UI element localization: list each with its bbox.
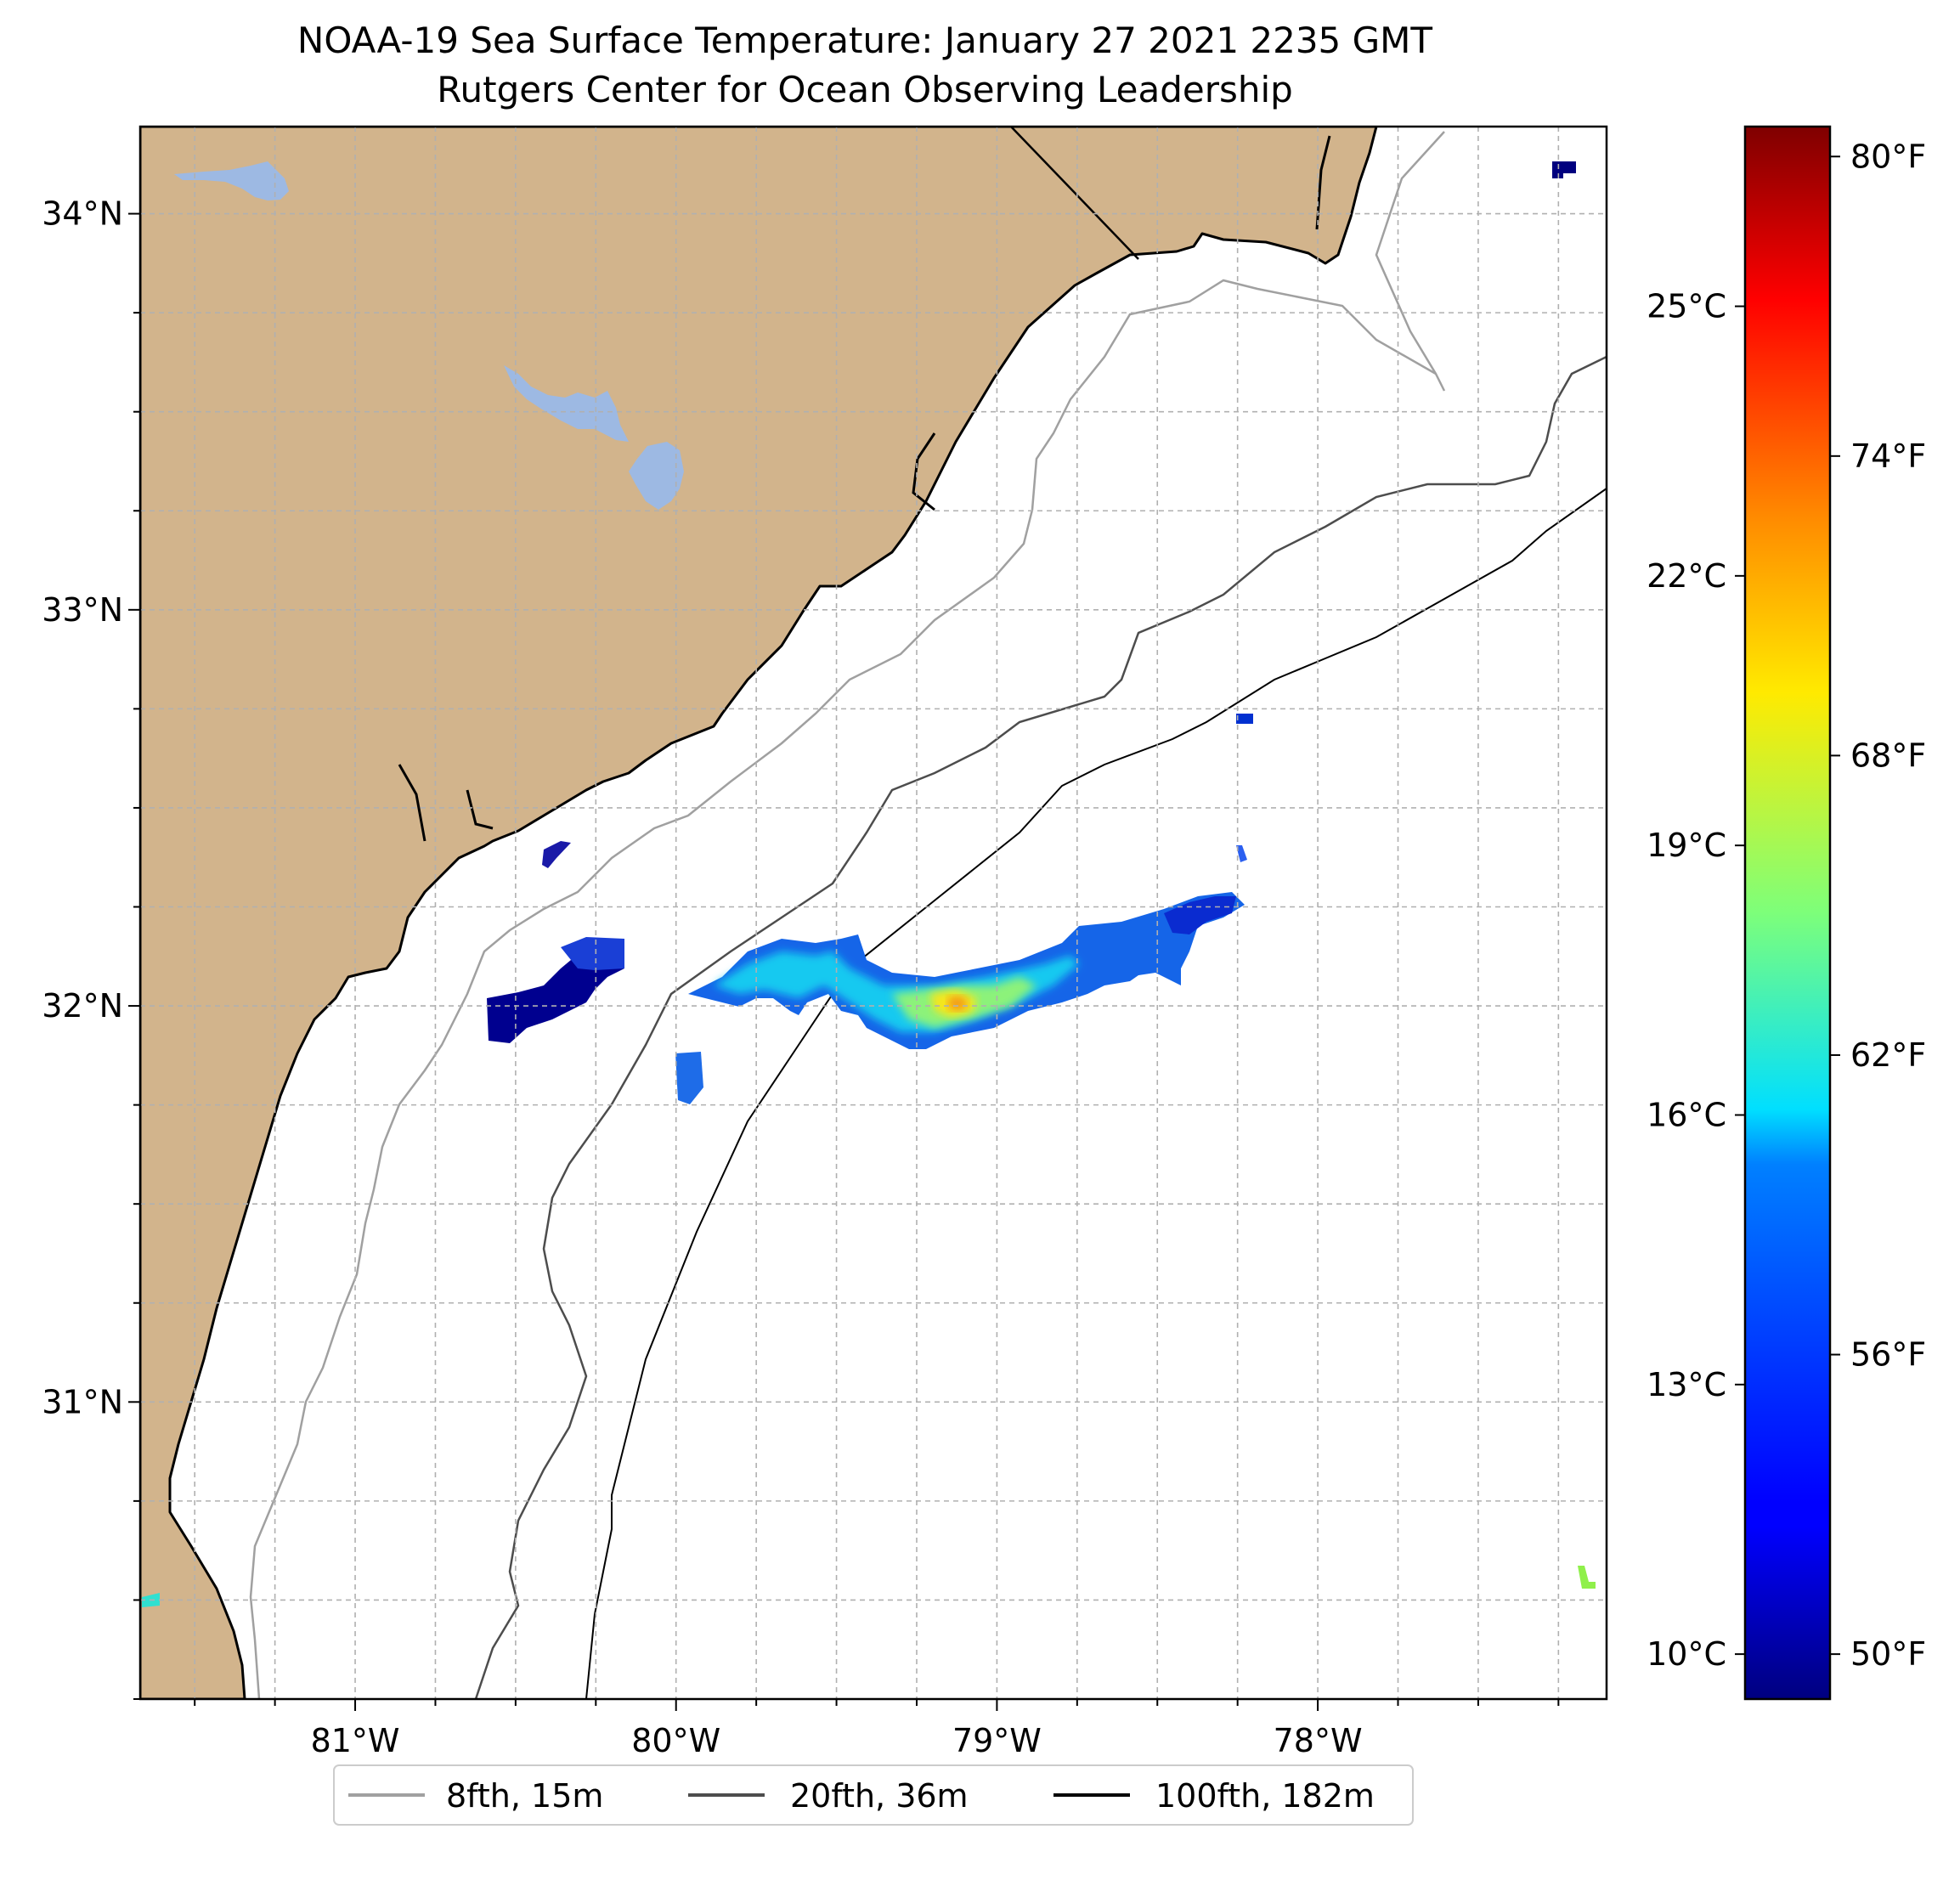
lat-tick-label: 34°N (42, 195, 123, 233)
lat-tick-label: 31°N (42, 1383, 123, 1420)
map-title-line2: Rutgers Center for Ocean Observing Leade… (437, 69, 1293, 110)
lat-tick-label: 33°N (42, 591, 123, 629)
colorbar-celsius-axis: 10°C 13°C 16°C 19°C 22°C 25°C (1647, 288, 1745, 1673)
sst-patch-blue (561, 937, 624, 970)
sst-patch-small (1236, 845, 1247, 862)
colorbar-celsius-label: 19°C (1647, 827, 1726, 864)
lon-axis: 81°W 80°W 79°W 78°W (194, 1699, 1560, 1759)
colorbar-frame (1743, 125, 1832, 1701)
sst-patch-small (542, 841, 571, 868)
colorbar-celsius-label: 13°C (1647, 1366, 1726, 1403)
colorbar-gradient (1745, 127, 1830, 1699)
sst-patch-small (675, 1052, 703, 1104)
lat-axis: 34°N 33°N 32°N 31°N (42, 195, 140, 1700)
colorbar: 10°C 13°C 16°C 19°C 22°C 25°C 50°F 56°F 62°F 68°… (1647, 125, 1926, 1701)
colorbar-fahrenheit-label: 80°F (1850, 138, 1926, 175)
legend-box (333, 1764, 1414, 1826)
lon-tick-label: 81°W (311, 1722, 400, 1759)
state-border (1010, 127, 1139, 260)
lon-tick-label: 80°W (631, 1722, 720, 1759)
legend-label-8fth: 8fth, 15m (446, 1777, 603, 1815)
colorbar-fahrenheit-label: 68°F (1850, 737, 1926, 774)
colorbar-fahrenheit-label: 62°F (1850, 1036, 1926, 1074)
sst-patch-core (947, 996, 969, 1011)
lon-tick-label: 78°W (1274, 1722, 1363, 1759)
lake (629, 442, 684, 510)
sst-data-patches (142, 161, 1596, 1607)
isobath-20fth (474, 355, 1607, 1699)
colorbar-fahrenheit-label: 50°F (1850, 1635, 1926, 1673)
coast-detail (398, 135, 1331, 842)
gridlines (140, 127, 1607, 1699)
colorbar-fahrenheit-label: 74°F (1850, 438, 1926, 475)
map-frame (138, 125, 1608, 1701)
colorbar-celsius-label: 25°C (1647, 288, 1726, 325)
colorbar-celsius-label: 22°C (1647, 557, 1726, 595)
land (140, 127, 1378, 1699)
isobath-100fth (585, 488, 1607, 1699)
lake (174, 161, 289, 200)
sst-patch-small (1578, 1566, 1596, 1589)
colorbar-fahrenheit-axis: 50°F 56°F 62°F 68°F 74°F 80°F (1830, 138, 1926, 1673)
colorbar-celsius-label: 16°C (1647, 1096, 1726, 1133)
legend-label-20fth: 20fth, 36m (790, 1777, 969, 1815)
map-title-line1: NOAA-19 Sea Surface Temperature: January… (297, 20, 1433, 61)
legend: 8fth, 15m 20fth, 36m 100fth, 182m (333, 1764, 1414, 1826)
sst-patch-east (1164, 896, 1236, 934)
lon-tick-label: 79°W (952, 1722, 1042, 1759)
colorbar-celsius-label: 10°C (1647, 1635, 1726, 1673)
lat-tick-label: 32°N (42, 987, 123, 1025)
sst-patch-main (688, 892, 1245, 1049)
isobath-8fth (249, 131, 1446, 1699)
map-area (140, 127, 1607, 1699)
legend-label-100fth: 100fth, 182m (1155, 1777, 1375, 1815)
lake (504, 365, 629, 442)
sst-patch-small (1236, 714, 1253, 724)
colorbar-fahrenheit-label: 56°F (1850, 1336, 1926, 1374)
